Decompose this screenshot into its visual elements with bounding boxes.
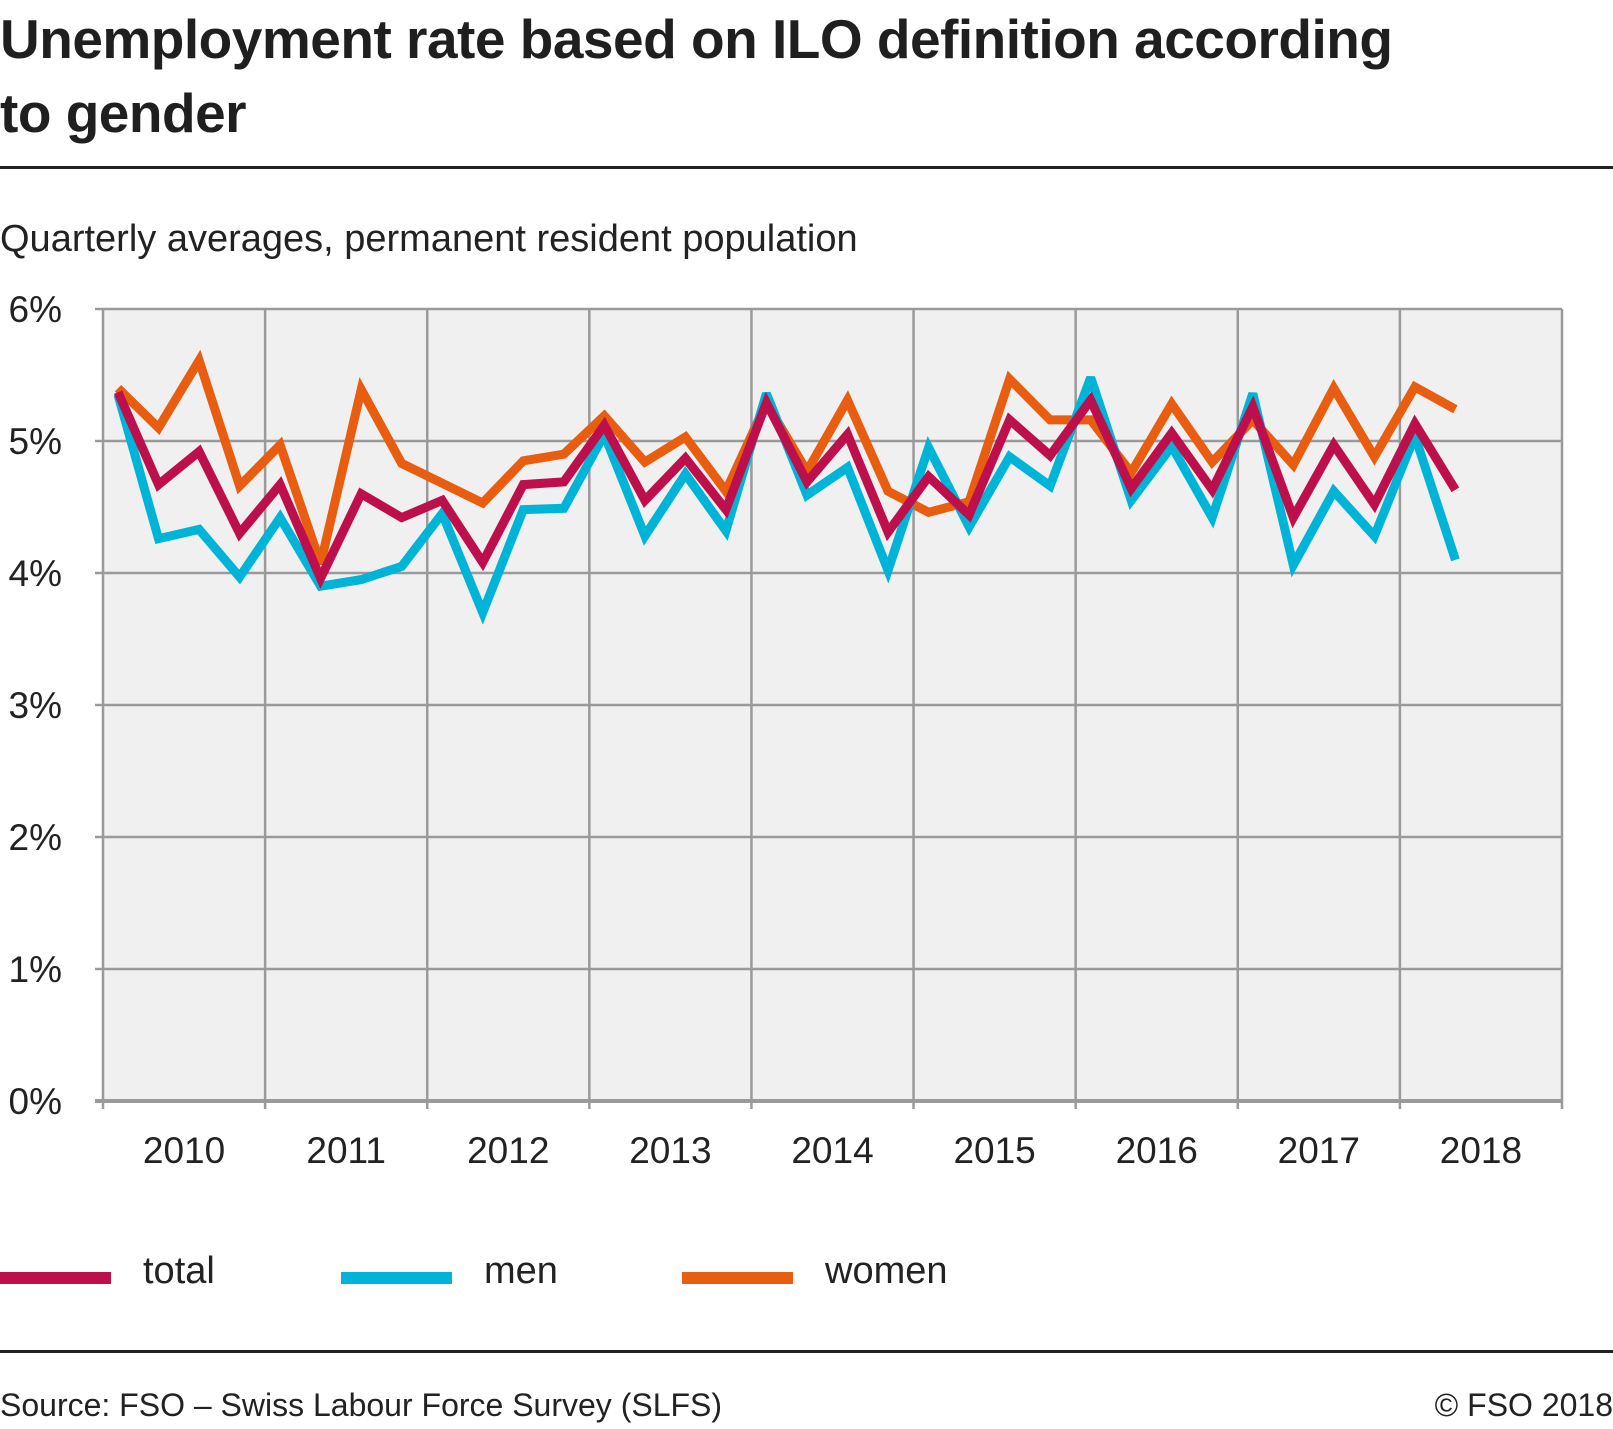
series-line-total: [113, 390, 1460, 590]
x-tick-label: 2015: [953, 1130, 1035, 1171]
legend-swatch-total: [0, 1272, 111, 1284]
source-note: Source: FSO – Swiss Labour Force Survey …: [0, 1387, 723, 1423]
series-group: [113, 349, 1460, 625]
legend-label-total: total: [143, 1250, 215, 1292]
legend-label-men: men: [484, 1250, 558, 1292]
y-tick-label: 4%: [9, 553, 62, 594]
y-tick-label: 6%: [9, 290, 62, 330]
legend: total men women: [0, 1245, 1613, 1305]
y-tick-label: 0%: [9, 1081, 62, 1122]
legend-swatch-women: [682, 1272, 793, 1284]
y-tick-label: 3%: [9, 685, 62, 726]
x-tick-label: 2013: [629, 1130, 711, 1171]
chart-title: Unemployment rate based on ILO definitio…: [0, 8, 1393, 144]
line-chart: 0%1%2%3%4%5%6% 2010 2011 2012 2013 2014 2015 2…: [9, 290, 1564, 1171]
x-tick-label: 2010: [143, 1130, 225, 1171]
grid: [95, 307, 1564, 1109]
x-tick-label: 2017: [1278, 1130, 1360, 1171]
y-tick-label: 5%: [9, 421, 62, 462]
x-tick-label: 2016: [1116, 1130, 1198, 1171]
x-tick-label: 2018: [1440, 1130, 1522, 1171]
y-axis: 0% 1% 2% 3% 4% 5% 6%: [9, 290, 62, 1122]
title-divider: [0, 166, 1613, 169]
x-axis: 2010 2011 2012 2013 2014 2015 2016 2017 2018: [143, 1130, 1522, 1171]
x-tick-label: 2012: [467, 1130, 549, 1171]
footer-divider: [0, 1350, 1613, 1353]
legend-label-women: women: [825, 1250, 948, 1292]
legend-swatch-men: [341, 1272, 452, 1284]
copyright-note: © FSO 2018: [1434, 1387, 1613, 1423]
x-tick-label: 2014: [791, 1130, 873, 1171]
chart-subtitle: Quarterly averages, permanent resident p…: [0, 218, 858, 260]
x-tick-label: 2011: [306, 1130, 386, 1171]
y-tick-label: 2%: [9, 817, 62, 858]
y-tick-label: 1%: [9, 949, 62, 990]
